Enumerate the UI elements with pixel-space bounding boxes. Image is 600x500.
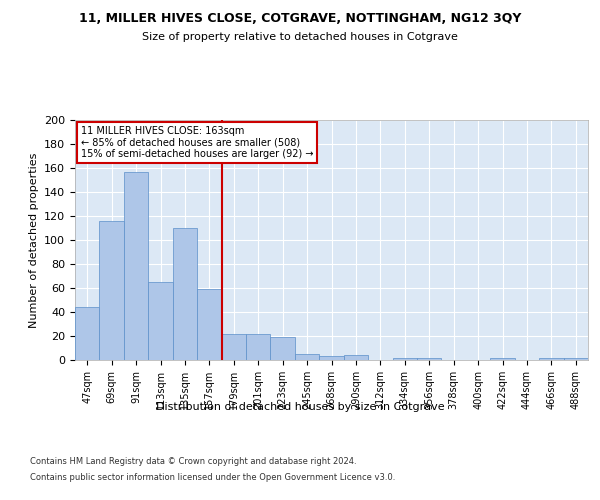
Bar <box>563 358 588 360</box>
Bar <box>490 358 515 360</box>
Text: Contains HM Land Registry data © Crown copyright and database right 2024.: Contains HM Land Registry data © Crown c… <box>30 458 356 466</box>
Bar <box>392 358 417 360</box>
Bar <box>100 221 124 360</box>
Y-axis label: Number of detached properties: Number of detached properties <box>29 152 38 328</box>
Bar <box>124 172 148 360</box>
Bar <box>221 334 246 360</box>
Bar <box>417 358 442 360</box>
Text: Size of property relative to detached houses in Cotgrave: Size of property relative to detached ho… <box>142 32 458 42</box>
Bar <box>246 334 271 360</box>
Text: 11 MILLER HIVES CLOSE: 163sqm
← 85% of detached houses are smaller (508)
15% of : 11 MILLER HIVES CLOSE: 163sqm ← 85% of d… <box>80 126 313 159</box>
Bar <box>75 307 100 360</box>
Text: 11, MILLER HIVES CLOSE, COTGRAVE, NOTTINGHAM, NG12 3QY: 11, MILLER HIVES CLOSE, COTGRAVE, NOTTIN… <box>79 12 521 26</box>
Bar <box>344 355 368 360</box>
Bar <box>271 337 295 360</box>
Bar <box>295 354 319 360</box>
Text: Distribution of detached houses by size in Cotgrave: Distribution of detached houses by size … <box>155 402 445 412</box>
Bar <box>197 289 221 360</box>
Bar <box>173 228 197 360</box>
Text: Contains public sector information licensed under the Open Government Licence v3: Contains public sector information licen… <box>30 472 395 482</box>
Bar <box>539 358 563 360</box>
Bar <box>319 356 344 360</box>
Bar <box>148 282 173 360</box>
